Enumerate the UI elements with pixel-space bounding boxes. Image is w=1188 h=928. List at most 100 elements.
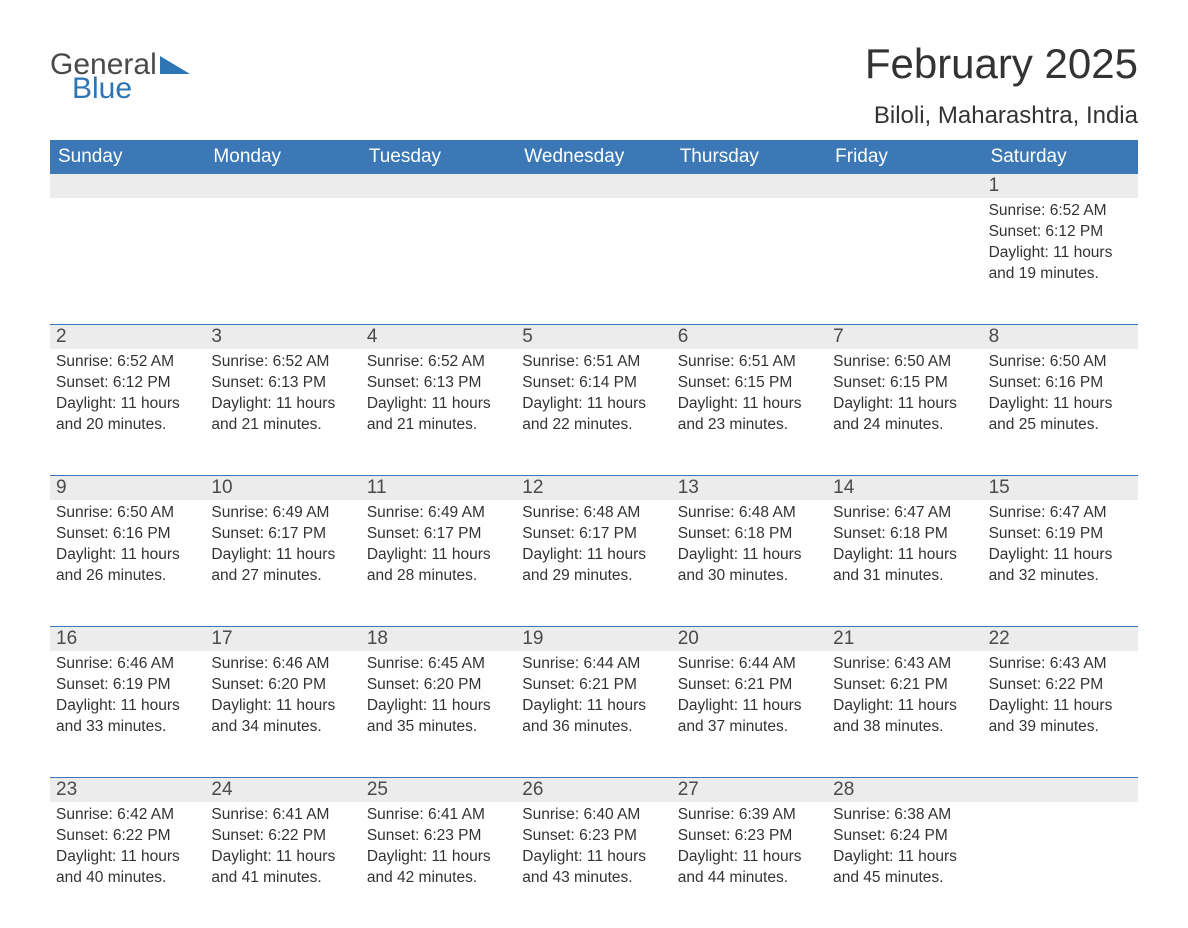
day-number-cell: 16 [50, 627, 205, 651]
day-number: 27 [672, 779, 699, 800]
day-details: Sunrise: 6:52 AMSunset: 6:12 PMDaylight:… [989, 198, 1132, 285]
daylight-text: Daylight: 11 hours and 24 minutes. [833, 394, 976, 436]
day-cell: Sunrise: 6:52 AMSunset: 6:12 PMDaylight:… [983, 198, 1138, 324]
day-number: 28 [827, 779, 854, 800]
day-details: Sunrise: 6:49 AMSunset: 6:17 PMDaylight:… [211, 500, 354, 587]
day-cell: Sunrise: 6:44 AMSunset: 6:21 PMDaylight:… [672, 651, 827, 777]
weekday-header: Thursday [672, 140, 827, 174]
day-number-cell: 13 [672, 476, 827, 500]
day-number-cell: 4 [361, 325, 516, 349]
day-cell: Sunrise: 6:41 AMSunset: 6:23 PMDaylight:… [361, 802, 516, 928]
day-cell [50, 198, 205, 324]
day-number: 4 [361, 326, 378, 347]
day-number: 13 [672, 477, 699, 498]
day-cell [516, 198, 671, 324]
day-details: Sunrise: 6:46 AMSunset: 6:19 PMDaylight:… [56, 651, 199, 738]
daylight-text: Daylight: 11 hours and 33 minutes. [56, 696, 199, 738]
day-cell: Sunrise: 6:43 AMSunset: 6:22 PMDaylight:… [983, 651, 1138, 777]
day-details: Sunrise: 6:38 AMSunset: 6:24 PMDaylight:… [833, 802, 976, 889]
day-number-cell: 6 [672, 325, 827, 349]
sunset-text: Sunset: 6:12 PM [56, 373, 199, 394]
daylight-text: Daylight: 11 hours and 32 minutes. [989, 545, 1132, 587]
day-number-row: 1 [50, 174, 1138, 198]
sunrise-text: Sunrise: 6:40 AM [522, 805, 665, 826]
day-number-cell [672, 174, 827, 198]
day-number-cell [516, 174, 671, 198]
sunrise-text: Sunrise: 6:39 AM [678, 805, 821, 826]
day-number: 18 [361, 628, 388, 649]
day-number-cell: 23 [50, 778, 205, 802]
day-cell: Sunrise: 6:48 AMSunset: 6:18 PMDaylight:… [672, 500, 827, 626]
day-details: Sunrise: 6:43 AMSunset: 6:21 PMDaylight:… [833, 651, 976, 738]
day-details: Sunrise: 6:52 AMSunset: 6:13 PMDaylight:… [367, 349, 510, 436]
sunrise-text: Sunrise: 6:42 AM [56, 805, 199, 826]
day-number-cell: 11 [361, 476, 516, 500]
day-number: 17 [205, 628, 232, 649]
day-number-cell: 19 [516, 627, 671, 651]
day-number-cell: 27 [672, 778, 827, 802]
day-details: Sunrise: 6:49 AMSunset: 6:17 PMDaylight:… [367, 500, 510, 587]
calendar: SundayMondayTuesdayWednesdayThursdayFrid… [50, 140, 1138, 928]
day-cell [672, 198, 827, 324]
daylight-text: Daylight: 11 hours and 21 minutes. [211, 394, 354, 436]
day-details: Sunrise: 6:43 AMSunset: 6:22 PMDaylight:… [989, 651, 1132, 738]
sunrise-text: Sunrise: 6:47 AM [989, 503, 1132, 524]
day-details: Sunrise: 6:52 AMSunset: 6:13 PMDaylight:… [211, 349, 354, 436]
daylight-text: Daylight: 11 hours and 37 minutes. [678, 696, 821, 738]
day-number-cell: 7 [827, 325, 982, 349]
daylight-text: Daylight: 11 hours and 39 minutes. [989, 696, 1132, 738]
week-row: Sunrise: 6:50 AMSunset: 6:16 PMDaylight:… [50, 500, 1138, 626]
sunrise-text: Sunrise: 6:52 AM [56, 352, 199, 373]
sunset-text: Sunset: 6:22 PM [989, 675, 1132, 696]
day-cell: Sunrise: 6:39 AMSunset: 6:23 PMDaylight:… [672, 802, 827, 928]
location-subtitle: Biloli, Maharashtra, India [865, 102, 1138, 130]
weekday-header: Monday [205, 140, 360, 174]
weekday-header: Saturday [983, 140, 1138, 174]
sunrise-text: Sunrise: 6:50 AM [833, 352, 976, 373]
sunset-text: Sunset: 6:18 PM [833, 524, 976, 545]
sunset-text: Sunset: 6:15 PM [678, 373, 821, 394]
sunset-text: Sunset: 6:23 PM [678, 826, 821, 847]
day-details: Sunrise: 6:46 AMSunset: 6:20 PMDaylight:… [211, 651, 354, 738]
sunrise-text: Sunrise: 6:46 AM [211, 654, 354, 675]
sunset-text: Sunset: 6:14 PM [522, 373, 665, 394]
day-cell: Sunrise: 6:47 AMSunset: 6:19 PMDaylight:… [983, 500, 1138, 626]
sunset-text: Sunset: 6:22 PM [211, 826, 354, 847]
day-number-row: 9101112131415 [50, 475, 1138, 500]
sunrise-text: Sunrise: 6:51 AM [522, 352, 665, 373]
day-number: 7 [827, 326, 844, 347]
sunset-text: Sunset: 6:16 PM [56, 524, 199, 545]
day-number: 23 [50, 779, 77, 800]
sunset-text: Sunset: 6:20 PM [211, 675, 354, 696]
sunset-text: Sunset: 6:16 PM [989, 373, 1132, 394]
sunrise-text: Sunrise: 6:46 AM [56, 654, 199, 675]
daylight-text: Daylight: 11 hours and 27 minutes. [211, 545, 354, 587]
week-row: Sunrise: 6:42 AM Sunset: 6:22 PMDaylight:… [50, 802, 1138, 928]
day-cell: Sunrise: 6:50 AMSunset: 6:15 PMDaylight:… [827, 349, 982, 475]
day-number-cell: 5 [516, 325, 671, 349]
day-number-cell: 10 [205, 476, 360, 500]
day-details: Sunrise: 6:51 AMSunset: 6:14 PMDaylight:… [522, 349, 665, 436]
day-number-cell [827, 174, 982, 198]
sunset-text: Sunset: 6:15 PM [833, 373, 976, 394]
daylight-text: Daylight: 11 hours and 41 minutes. [211, 847, 354, 889]
day-number-cell: 21 [827, 627, 982, 651]
day-number-cell: 28 [827, 778, 982, 802]
day-number: 16 [50, 628, 77, 649]
title-block: February 2025 Biloli, Maharashtra, India [865, 40, 1138, 130]
logo-text-blue: Blue [72, 74, 190, 104]
day-number: 2 [50, 326, 67, 347]
sunset-text: Sunset: 6:21 PM [678, 675, 821, 696]
day-number: 11 [361, 477, 387, 498]
daylight-text: Daylight: 11 hours and 35 minutes. [367, 696, 510, 738]
day-number: 24 [205, 779, 232, 800]
weekday-header: Sunday [50, 140, 205, 174]
daylight-text: Daylight: 11 hours and 29 minutes. [522, 545, 665, 587]
daylight-text: Daylight: 11 hours and 20 minutes. [56, 394, 199, 436]
day-cell: Sunrise: 6:50 AMSunset: 6:16 PMDaylight:… [50, 500, 205, 626]
sunrise-text: Sunrise: 6:49 AM [367, 503, 510, 524]
sunset-text: Sunset: 6:20 PM [367, 675, 510, 696]
sunrise-text: Sunrise: 6:44 AM [522, 654, 665, 675]
day-number-cell: 24 [205, 778, 360, 802]
daylight-text: Daylight: 11 hours and 34 minutes. [211, 696, 354, 738]
